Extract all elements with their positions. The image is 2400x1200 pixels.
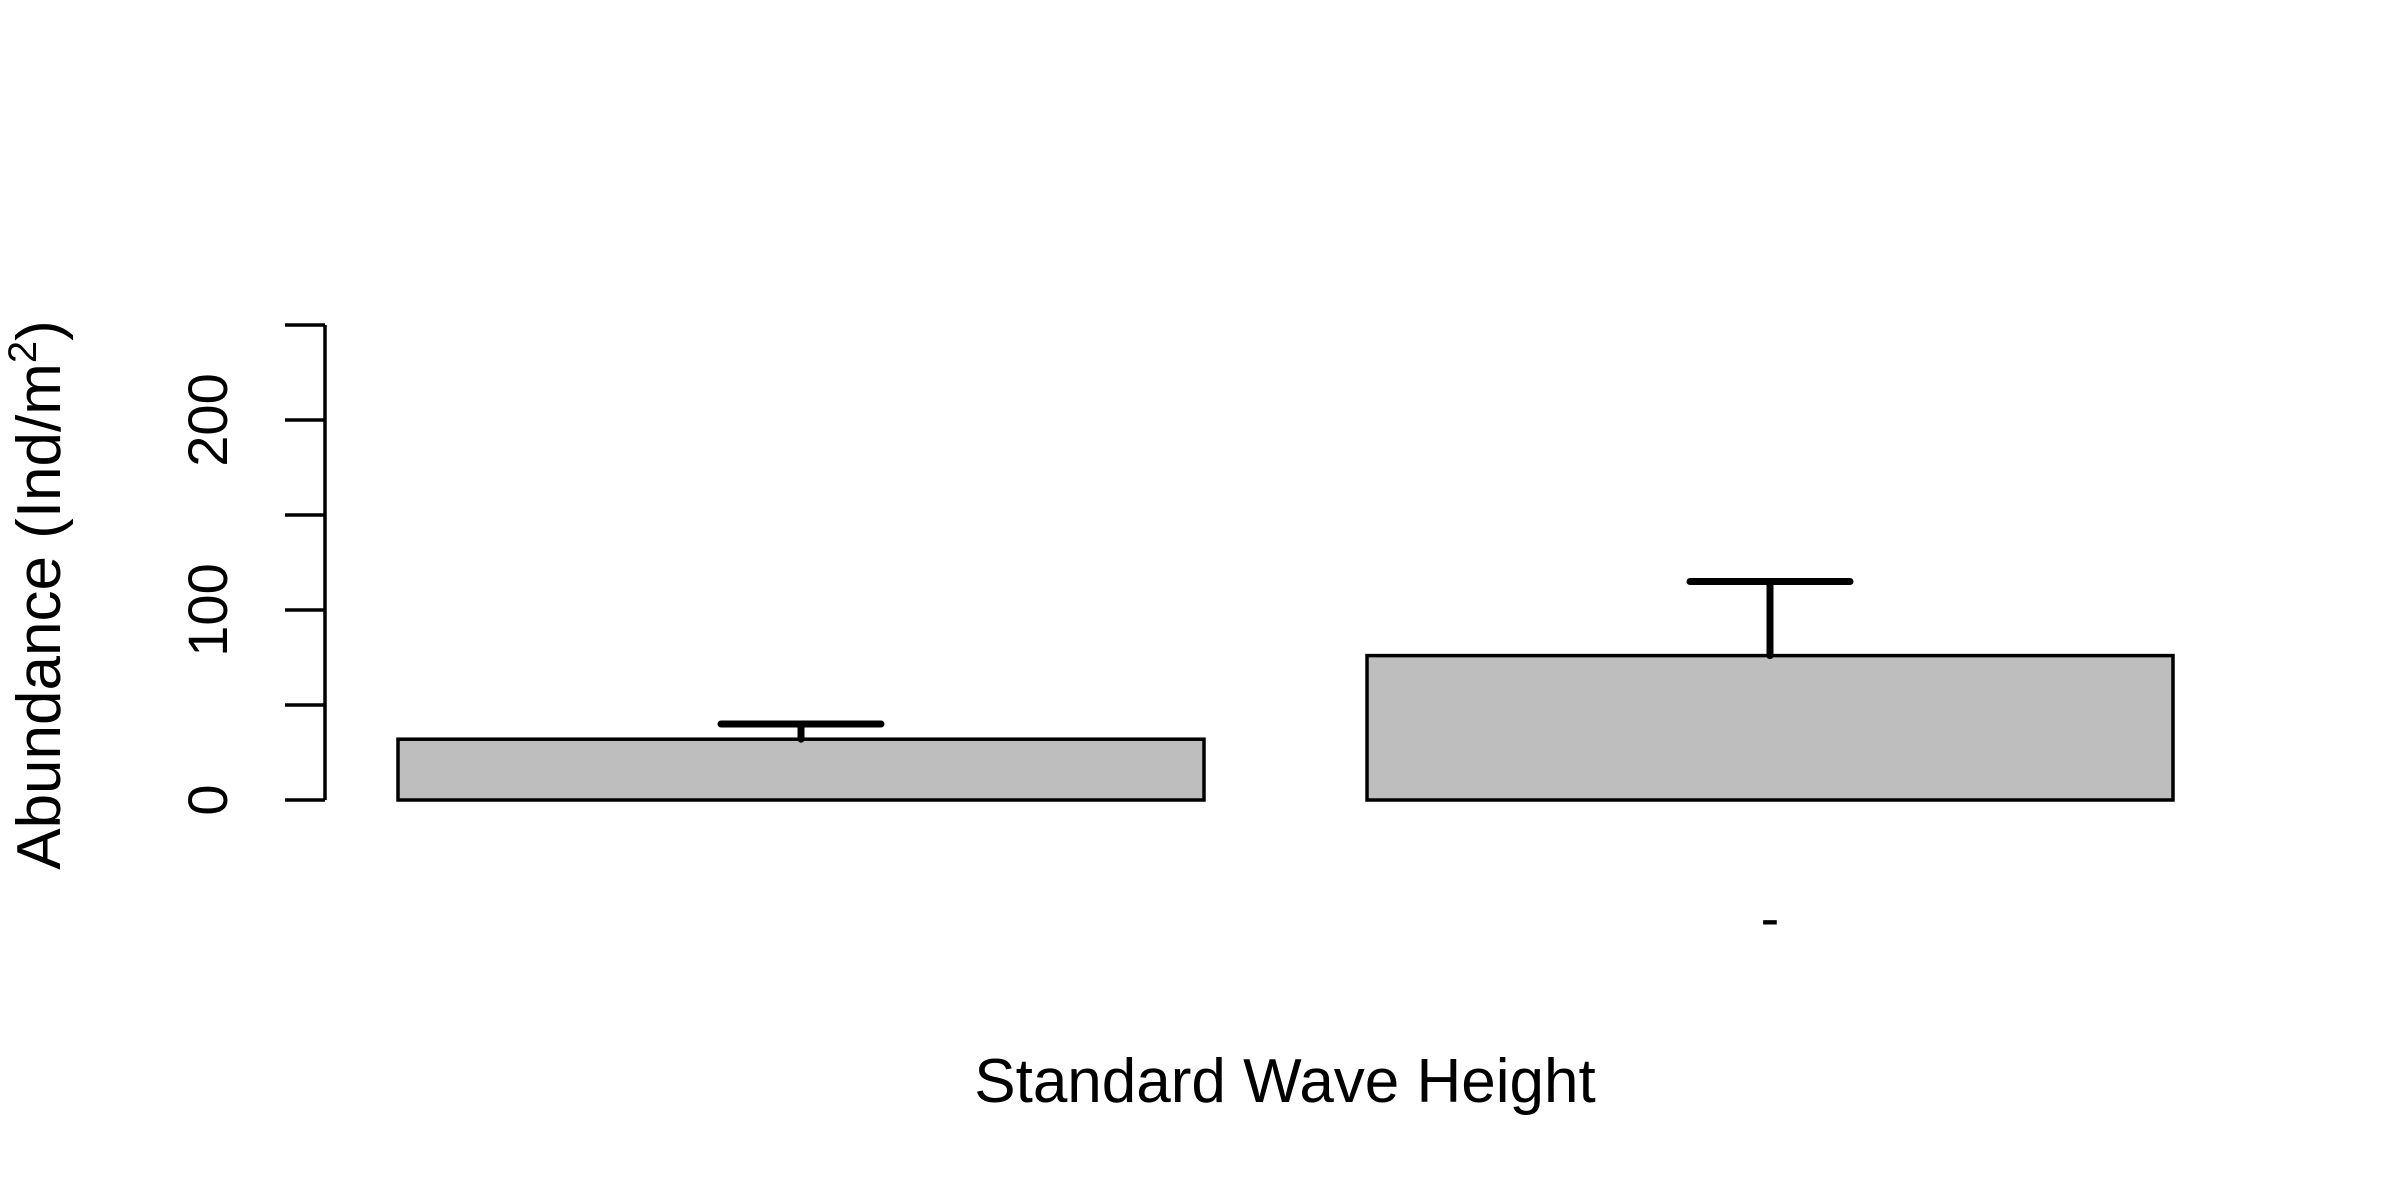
y-tick-label: 0 [176, 784, 239, 815]
y-tick-label: 100 [176, 563, 239, 656]
y-axis-title-main: Abundance (Ind/m [5, 363, 74, 870]
y-axis-title-close: ) [5, 320, 74, 341]
error-bars [717, 578, 1854, 743]
y-axis: 0 100 200 [176, 323, 327, 816]
category-label: - [1761, 886, 1780, 949]
y-tick-label: 200 [176, 373, 239, 466]
category-labels: - [1761, 886, 1780, 949]
y-axis-title-superscript: 2 [1, 341, 45, 363]
bar [396, 737, 1206, 802]
x-axis-title: Standard Wave Height [974, 1047, 1595, 1116]
bar [1365, 653, 2175, 802]
bars [396, 653, 2175, 802]
y-axis-title: Abundance (Ind/m2) [1, 320, 74, 870]
